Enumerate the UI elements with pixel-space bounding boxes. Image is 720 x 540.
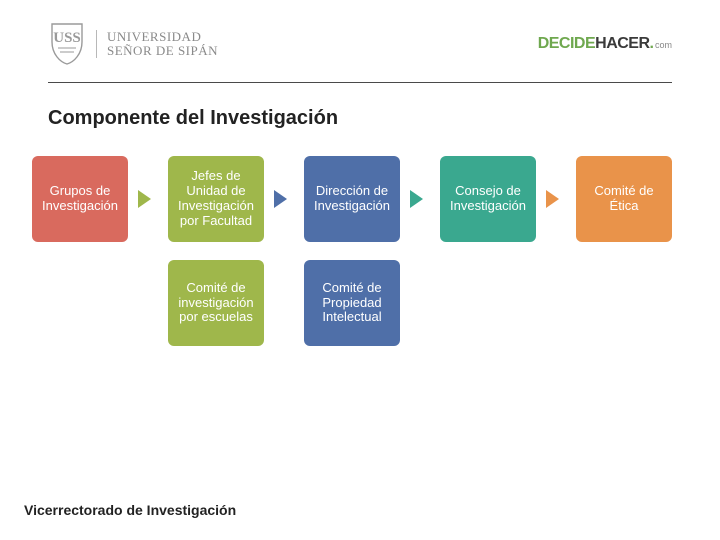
- flow-node-consejo: Consejo de Investigación: [440, 156, 536, 242]
- footer-text: Vicerrectorado de Investigación: [24, 502, 236, 518]
- uss-line2: SEÑOR DE SIPÁN: [107, 44, 218, 58]
- flow-diagram: Grupos de Investigación Jefes de Unidad d…: [0, 156, 720, 416]
- flow-node-direccion: Dirección de Investigación: [304, 156, 400, 242]
- flow-node-jefes: Jefes de Unidad de Investigación por Fac…: [168, 156, 264, 242]
- svg-text:USS: USS: [53, 30, 81, 46]
- logo-uss: USS UNIVERSIDAD SEÑOR DE SIPÁN: [48, 22, 218, 66]
- logo-decide: DECIDE: [538, 35, 595, 53]
- arrow-icon: [138, 190, 151, 208]
- arrow-icon: [410, 190, 423, 208]
- logo-com: com: [655, 40, 672, 50]
- logo-uss-text: UNIVERSIDAD SEÑOR DE SIPÁN: [96, 30, 218, 57]
- flow-node-propiedad: Comité de Propiedad Intelectual: [304, 260, 400, 346]
- header-divider: [48, 82, 672, 83]
- uss-line1: UNIVERSIDAD: [107, 30, 218, 44]
- flow-node-comite_esc: Comité de investigación por escuelas: [168, 260, 264, 346]
- flow-node-grupos: Grupos de Investigación: [32, 156, 128, 242]
- arrow-icon: [274, 190, 287, 208]
- header: USS UNIVERSIDAD SEÑOR DE SIPÁN DECIDE HA…: [0, 0, 720, 76]
- logo-hacer: HACER: [595, 35, 649, 53]
- flow-node-etica: Comité de Ética: [576, 156, 672, 242]
- page-title: Componente del Investigación: [48, 107, 720, 130]
- logo-dot: .: [650, 35, 654, 53]
- logo-decidehacer: DECIDE HACER . com: [538, 35, 672, 53]
- arrow-icon: [546, 190, 559, 208]
- shield-icon: USS: [48, 22, 86, 66]
